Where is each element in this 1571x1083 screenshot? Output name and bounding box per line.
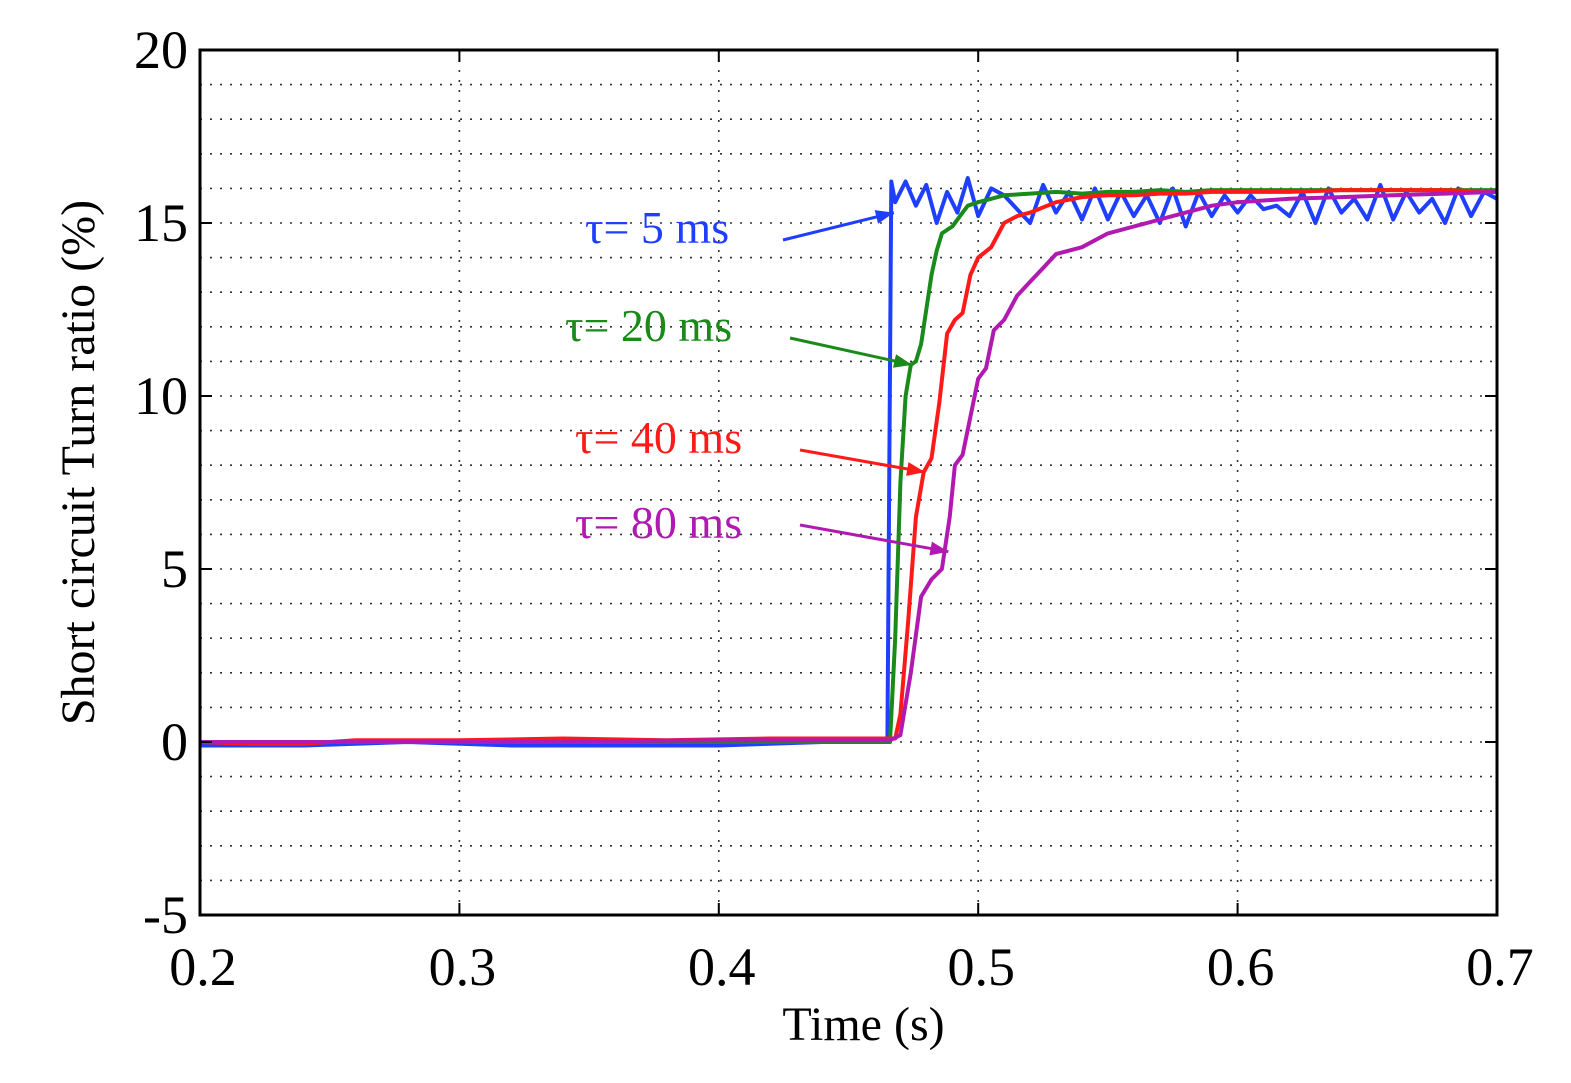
x-tick-label: 0.4 bbox=[688, 937, 756, 997]
annotation-arrowhead-2 bbox=[893, 354, 913, 368]
annotation-label-4: τ= 80 ms bbox=[575, 497, 742, 548]
series-line-4 bbox=[200, 189, 1498, 744]
y-tick-label: -5 bbox=[143, 885, 188, 945]
annotation-arrow-4 bbox=[799, 523, 949, 554]
annotation-label-2: τ= 20 ms bbox=[565, 300, 732, 351]
annotation-arrowhead-3 bbox=[906, 462, 925, 476]
annotation-arrow-1 bbox=[782, 211, 895, 242]
series-line-1 bbox=[200, 176, 1498, 748]
x-axis-title: Time (s) bbox=[782, 998, 944, 1051]
annotation-label-3: τ= 40 ms bbox=[575, 412, 742, 463]
annotation-arrowhead-1 bbox=[874, 210, 894, 224]
y-tick-label: 10 bbox=[134, 366, 188, 426]
series-line-3 bbox=[199, 188, 1498, 746]
x-tick-label: 0.6 bbox=[1207, 937, 1275, 997]
x-tick-label: 0.3 bbox=[429, 937, 497, 997]
annotation-arrow-3 bbox=[799, 448, 926, 474]
x-tick-label: 0.5 bbox=[947, 937, 1015, 997]
y-tick-label: 5 bbox=[161, 539, 188, 599]
y-axis-title: Short circuit Turn ratio (%) bbox=[52, 200, 105, 725]
y-tick-label: 0 bbox=[161, 712, 188, 772]
x-tick-label: 0.7 bbox=[1466, 937, 1534, 997]
plot-frame bbox=[198, 48, 1499, 917]
y-tick-label: 20 bbox=[134, 20, 188, 80]
series-line-2 bbox=[200, 188, 1497, 744]
y-tick-label: 15 bbox=[134, 193, 188, 253]
x-tick-label: 0.2 bbox=[169, 937, 237, 997]
annotation-arrowhead-4 bbox=[929, 541, 949, 556]
annotation-label-1: τ= 5 ms bbox=[585, 202, 729, 253]
annotation-arrow-2 bbox=[789, 336, 913, 367]
